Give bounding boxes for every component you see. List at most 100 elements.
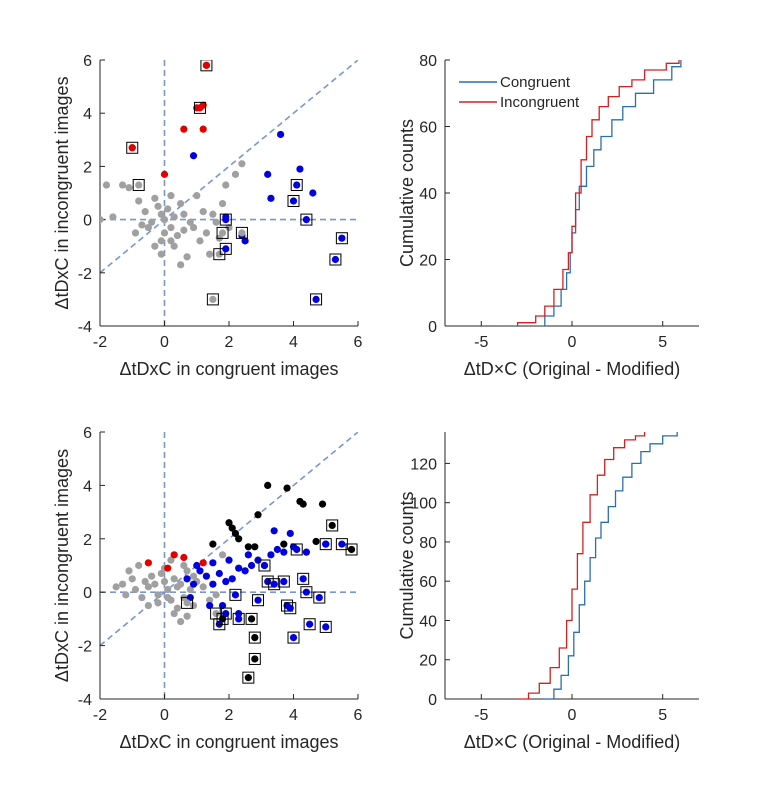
gray-point [173, 231, 181, 240]
blue-point [289, 197, 298, 205]
red-point [164, 564, 172, 572]
gray-point [177, 200, 185, 208]
highlight-box [245, 612, 258, 625]
gray-point [209, 210, 217, 218]
highlight-box [319, 620, 332, 633]
highlight-box [216, 226, 229, 239]
gray-point [118, 181, 127, 189]
blue-point [267, 551, 275, 559]
x-axis-label: ΔtD×C (Original - Modified) [464, 359, 681, 379]
highlight-box [193, 101, 206, 114]
blue-point [289, 633, 298, 642]
black-point [251, 655, 259, 663]
gray-point [151, 242, 159, 250]
red-point [180, 553, 188, 562]
gray-point [238, 229, 246, 237]
gray-point [202, 229, 211, 237]
reference-line-identity [100, 60, 358, 274]
highlight-box [232, 612, 245, 625]
blue-point [209, 580, 217, 588]
gray-point [215, 250, 223, 258]
gray-point [170, 213, 178, 221]
gray-point [173, 583, 181, 591]
black-point [251, 543, 259, 551]
blue-point [273, 545, 281, 554]
highlight-box [252, 594, 265, 607]
y-tick-label: 40 [419, 613, 437, 630]
y-tick-label: 20 [419, 653, 437, 670]
highlight-box [335, 232, 348, 245]
highlight-box [132, 179, 145, 192]
blue-point [189, 152, 198, 160]
gray-point [154, 591, 162, 599]
blue-point [293, 545, 301, 554]
blue-point [260, 561, 269, 570]
blue-point [312, 295, 320, 303]
y-tick-label: 120 [410, 456, 437, 473]
highlight-box [248, 652, 261, 665]
gray-point [218, 200, 227, 208]
highlight-box [290, 179, 303, 192]
blue-point [209, 559, 217, 567]
x-tick-label: -2 [93, 707, 107, 724]
gray-point [138, 593, 146, 602]
gray-point [218, 551, 227, 559]
gray-point [231, 170, 240, 178]
blue-point [218, 601, 227, 610]
gray-point [183, 612, 191, 620]
y-tick-label: 0 [83, 585, 92, 602]
red-point [160, 170, 169, 178]
blue-point [315, 593, 323, 602]
y-tick-label: 0 [428, 319, 437, 336]
black-point [251, 633, 259, 642]
highlight-box [229, 588, 242, 601]
gray-point [167, 556, 175, 564]
x-tick-label: 5 [658, 334, 667, 351]
blue-point [222, 577, 230, 586]
legend-label-incongruent: Incongruent [500, 94, 580, 111]
blue-point [302, 216, 310, 224]
cdf-lines [517, 432, 678, 699]
highlight-box [219, 242, 232, 255]
gray-point [154, 599, 162, 607]
y-tick-label: 6 [83, 425, 92, 442]
gray-point [199, 583, 207, 591]
data-points [112, 481, 358, 684]
cdf-lines [497, 60, 682, 326]
blue-point [280, 548, 288, 556]
blue-point [338, 234, 346, 242]
blue-point [286, 529, 294, 538]
gray-point [186, 218, 194, 226]
gray-point [157, 569, 165, 578]
gray-point [102, 181, 111, 189]
gray-point [189, 223, 198, 232]
gray-point [141, 577, 149, 586]
data-points [100, 60, 348, 306]
highlight-box [329, 253, 342, 266]
gray-point [160, 216, 169, 224]
x-axis-label: ΔtDxC in congruent images [119, 359, 338, 379]
black-point [225, 519, 233, 527]
blue-point [206, 601, 214, 610]
gray-point [151, 580, 159, 588]
blue-point [331, 255, 340, 264]
blue-point [241, 237, 249, 245]
blue-point [270, 580, 278, 588]
blue-point [183, 575, 191, 583]
gray-point [131, 585, 140, 594]
red-point [202, 61, 211, 69]
incongruent-cdf-line [517, 432, 646, 699]
blue-point [270, 527, 278, 535]
y-tick-label: 0 [83, 213, 92, 230]
gray-point [167, 192, 175, 200]
black-point [280, 540, 288, 548]
legend-box [456, 71, 594, 115]
blue-point [254, 556, 262, 564]
gray-point [180, 561, 188, 570]
x-tick-label: 6 [354, 334, 363, 351]
gray-point [238, 160, 246, 168]
gray-point [189, 572, 198, 580]
gray-point [170, 575, 178, 583]
black-point [209, 540, 217, 548]
